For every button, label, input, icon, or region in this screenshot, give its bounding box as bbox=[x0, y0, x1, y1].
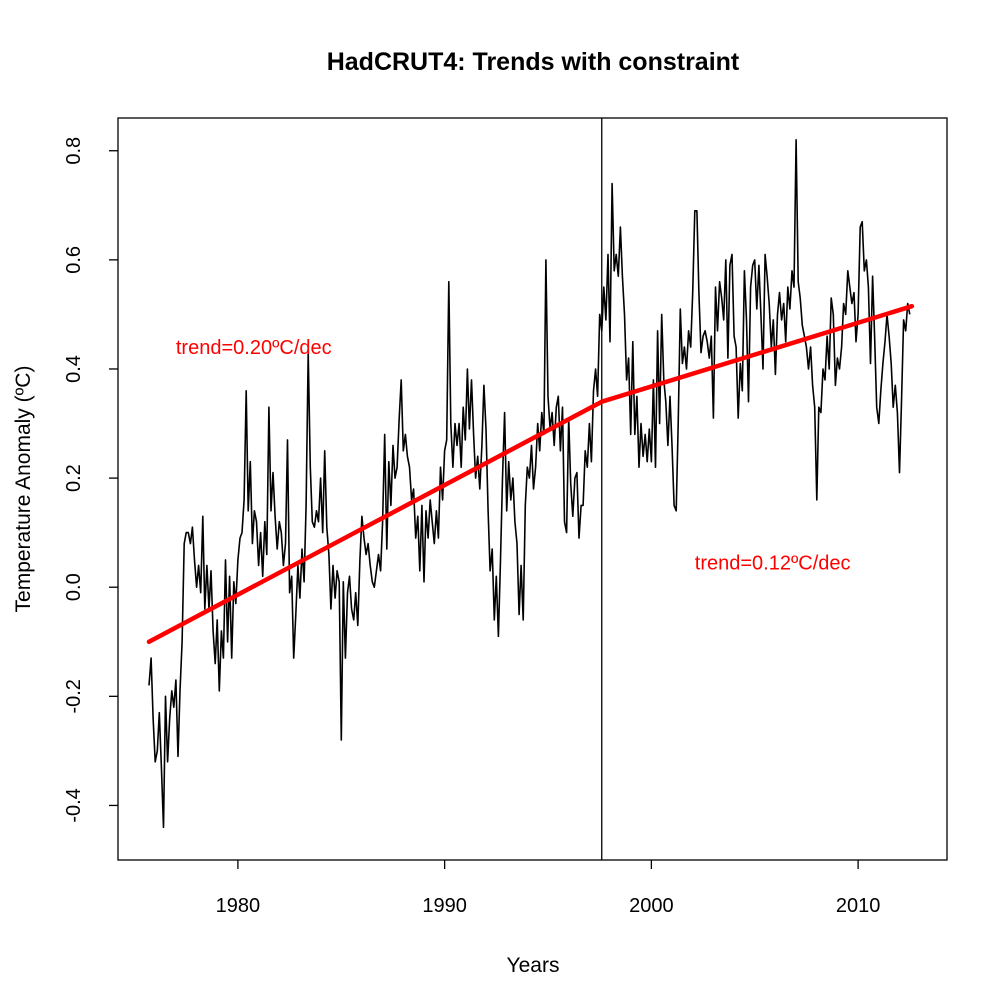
y-tick-label: -0.4 bbox=[63, 788, 85, 822]
x-tick-label: 1980 bbox=[216, 895, 261, 917]
y-tick-label: 0.0 bbox=[63, 573, 85, 601]
plot-frame bbox=[117, 117, 948, 861]
trend-annotation: trend=0.20ºC/dec bbox=[176, 337, 332, 359]
y-tick-label: 0.2 bbox=[63, 464, 85, 492]
x-tick-label: 2010 bbox=[836, 895, 881, 917]
trend-line bbox=[146, 303, 915, 645]
anomaly-series-line bbox=[148, 139, 911, 829]
y-tick-label: 0.4 bbox=[63, 355, 85, 383]
y-tick-label: 0.6 bbox=[63, 246, 85, 274]
y-tick-label: -0.2 bbox=[63, 679, 85, 713]
chart-title: HadCRUT4: Trends with constraint bbox=[327, 48, 740, 76]
x-axis-label: Years bbox=[507, 954, 560, 977]
x-tick-label: 1990 bbox=[422, 895, 467, 917]
axis-ticks: 1980 1990 2000 2010 -0.4 -0.2 0.0 0.2 0.4 0.6 0.8 bbox=[63, 137, 880, 917]
y-axis-label: Temperature Anomaly (ºC) bbox=[12, 366, 35, 613]
plot-area: trend=0.20ºC/dec trend=0.12ºC/dec bbox=[146, 118, 915, 860]
trend-annotation: trend=0.12ºC/dec bbox=[695, 553, 851, 575]
y-tick-label: 0.8 bbox=[63, 137, 85, 165]
x-tick-label: 2000 bbox=[629, 895, 674, 917]
